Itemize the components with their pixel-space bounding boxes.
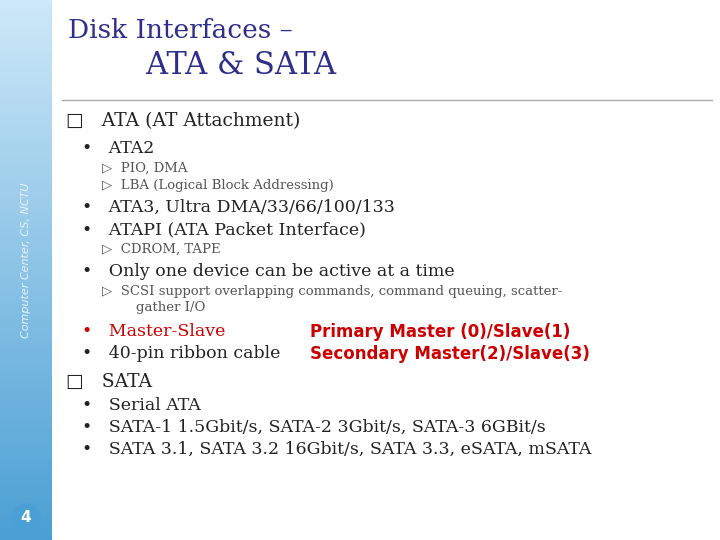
Text: Secondary Master(2)/Slave(3): Secondary Master(2)/Slave(3) [310,345,590,363]
Text: •   ATA2: • ATA2 [82,140,154,157]
Text: •   Serial ATA: • Serial ATA [82,397,201,414]
Text: Computer Center, CS, NCTU: Computer Center, CS, NCTU [21,183,31,338]
Text: •   Master-Slave: • Master-Slave [82,323,225,340]
Text: •   SATA 3.1, SATA 3.2 16Gbit/s, SATA 3.3, eSATA, mSATA: • SATA 3.1, SATA 3.2 16Gbit/s, SATA 3.3,… [82,441,591,458]
Circle shape [12,504,40,532]
Text: •   ATA3, Ultra DMA/33/66/100/133: • ATA3, Ultra DMA/33/66/100/133 [82,199,395,216]
Text: gather I/O: gather I/O [102,301,205,314]
Text: ▷  LBA (Logical Block Addressing): ▷ LBA (Logical Block Addressing) [102,179,334,192]
Text: •   ATAPI (ATA Packet Interface): • ATAPI (ATA Packet Interface) [82,221,366,238]
Text: ▷  SCSI support overlapping commands, command queuing, scatter-: ▷ SCSI support overlapping commands, com… [102,285,562,298]
Text: Primary Master (0)/Slave(1): Primary Master (0)/Slave(1) [310,323,570,341]
Text: ▷  CDROM, TAPE: ▷ CDROM, TAPE [102,243,220,256]
Text: •   SATA-1 1.5Gbit/s, SATA-2 3Gbit/s, SATA-3 6GBit/s: • SATA-1 1.5Gbit/s, SATA-2 3Gbit/s, SATA… [82,419,546,436]
Text: Disk Interfaces –: Disk Interfaces – [68,18,293,43]
Text: ▷  PIO, DMA: ▷ PIO, DMA [102,162,187,175]
Text: □   SATA: □ SATA [66,373,152,391]
Text: •   40-pin ribbon cable: • 40-pin ribbon cable [82,345,280,362]
Text: 4: 4 [21,510,31,525]
Text: □   ATA (AT Attachment): □ ATA (AT Attachment) [66,112,300,130]
Text: •   Only one device can be active at a time: • Only one device can be active at a tim… [82,263,454,280]
Text: ATA & SATA: ATA & SATA [68,50,336,81]
